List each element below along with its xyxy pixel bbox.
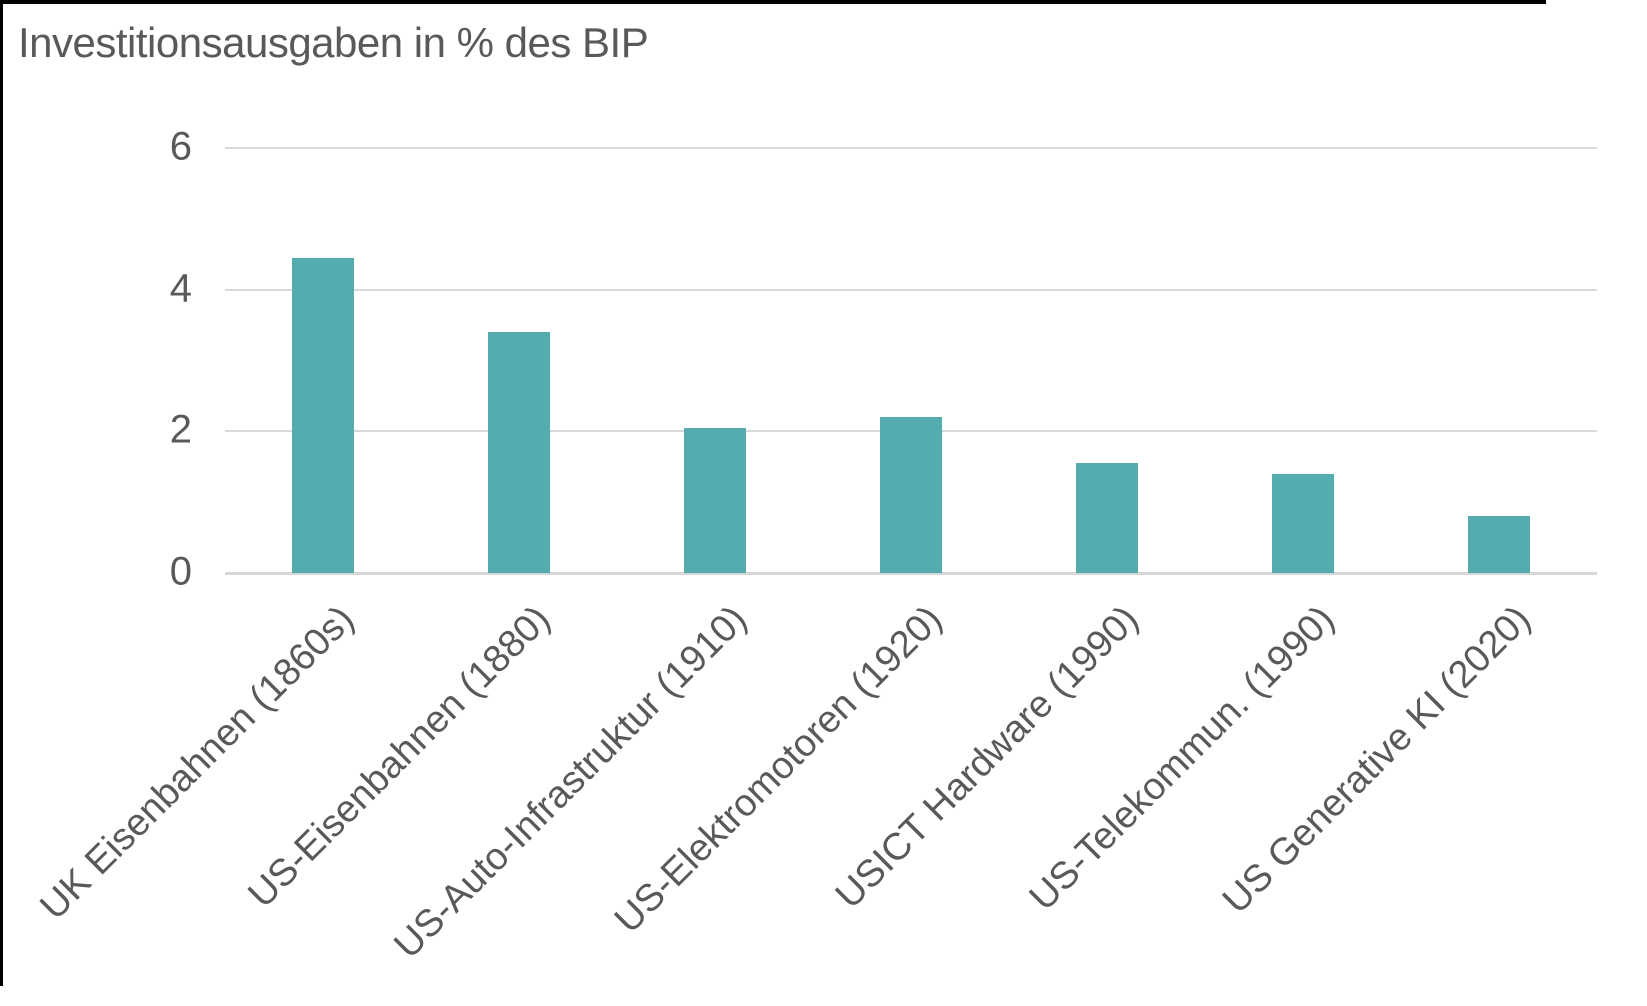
y-tick-label: 2 (169, 407, 192, 452)
bar (292, 257, 354, 573)
gridline (225, 288, 1597, 291)
bar (1076, 463, 1138, 573)
bar (880, 417, 942, 573)
x-axis-line (225, 571, 1597, 575)
bar (1272, 473, 1334, 573)
bar (488, 332, 550, 573)
canvas-top-border (0, 0, 1546, 4)
x-category-label: US-Auto-Infrastruktur (1910) (386, 598, 755, 967)
y-tick-label: 6 (169, 124, 192, 169)
bar (684, 427, 746, 573)
gridline (225, 147, 1597, 149)
canvas-left-border (0, 0, 3, 986)
y-tick-label: 4 (169, 266, 192, 311)
bar-chart-plot-area (225, 147, 1597, 575)
x-category-label: UK Eisenbahnen (1860s) (32, 598, 363, 928)
y-tick-label: 0 (169, 549, 192, 594)
x-category-label: US-Elektromotoren (1920) (607, 598, 951, 942)
chart-title: Investitionsausgaben in % des BIP (18, 19, 649, 66)
bar (1468, 516, 1530, 573)
